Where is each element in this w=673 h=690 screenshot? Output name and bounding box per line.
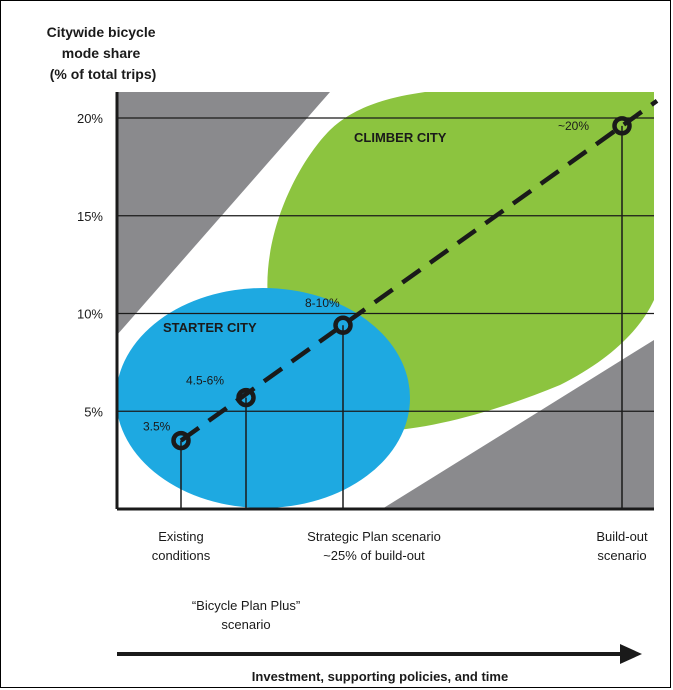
starter-city-region [117, 288, 410, 508]
region-label-starter: STARTER CITY [163, 320, 257, 335]
scenario-label: Existing conditions [152, 529, 211, 563]
trend-line [179, 99, 659, 443]
data-points [171, 116, 632, 451]
y-axis-title: Citywide bicycle mode share (% of total … [47, 24, 160, 82]
scenario-point [612, 116, 632, 136]
scenario-label: Strategic Plan scenario ~25% of build-out [307, 529, 441, 563]
y-tick-label: 5% [84, 404, 103, 419]
y-tick-label: 15% [77, 209, 103, 224]
x-axis-title: Investment, supporting policies, and tim… [252, 669, 508, 684]
gridlines [117, 117, 654, 412]
scenario-drop-lines [180, 125, 623, 509]
scenario-labels: Existing conditions “Bicycle Plan Plus” sce… [152, 529, 648, 632]
y-tick-labels: 5% 10% 15% 20% [77, 111, 103, 419]
y-axis-title-line: (% of total trips) [50, 66, 157, 82]
scenario-label: “Bicycle Plan Plus” scenario [192, 598, 300, 632]
y-tick-label: 10% [77, 307, 103, 322]
data-label: ~20% [558, 119, 589, 133]
scenario-point [333, 315, 353, 335]
data-label: 8-10% [305, 296, 340, 310]
grey-region-lower [382, 340, 654, 509]
data-label: 3.5% [143, 420, 171, 434]
y-tick-label: 20% [77, 111, 103, 126]
trend-line-dashed [179, 99, 659, 443]
scenario-point [171, 430, 191, 451]
scenario-label: Build-out scenario [596, 529, 648, 563]
grey-region-upper [117, 92, 330, 335]
y-axis-title-line: Citywide bicycle [47, 24, 156, 40]
data-label: 4.5-6% [186, 374, 224, 388]
investment-arrow-head [620, 644, 642, 664]
data-labels: 3.5% 4.5-6% 8-10% ~20% [143, 119, 589, 434]
scenario-point [236, 387, 256, 408]
y-axis-title-line: mode share [62, 45, 141, 61]
region-label-climber: CLIMBER CITY [354, 130, 447, 145]
